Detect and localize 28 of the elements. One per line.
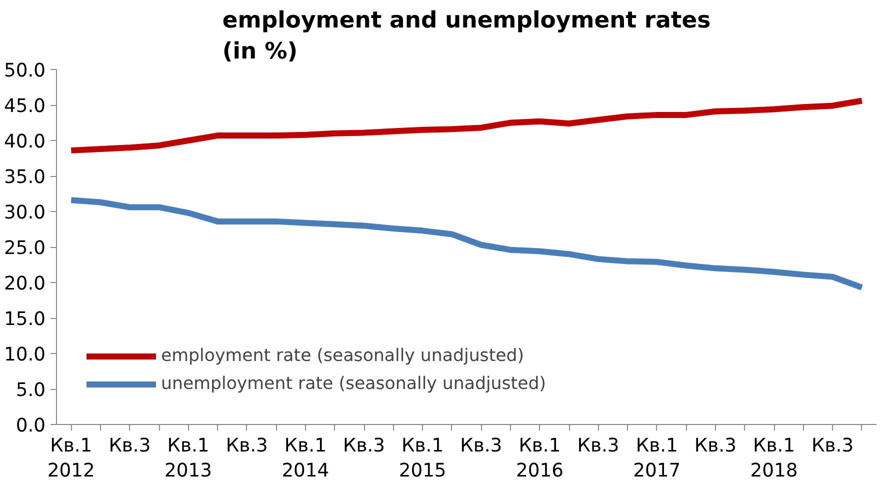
x-tick-label: Кв.3: [226, 436, 268, 456]
y-tick-label: 35.0: [4, 167, 46, 188]
x-tick-label: Кв.1 2016: [516, 436, 564, 482]
y-tick-label: 25.0: [4, 238, 46, 259]
x-tick-label: Кв.3: [342, 436, 386, 456]
x-tick-label: Кв.3: [812, 436, 854, 456]
y-tick-label: 10.0: [4, 344, 46, 366]
y-tick-label: 15.0: [4, 309, 46, 330]
x-tick-label: Кв.1 2012: [47, 436, 95, 482]
x-tick-label: Кв.3: [460, 436, 502, 456]
legend-label: employment rate (seasonally unadjusted): [161, 346, 524, 366]
y-tick-label: 0.0: [16, 416, 46, 436]
x-tick-label: Кв.3: [577, 436, 620, 456]
y-tick-label: 50.0: [4, 60, 46, 82]
chart-title: employment and unemployment rates (in %): [222, 7, 711, 64]
x-tick-label: Кв.1 2013: [164, 436, 212, 482]
x-tick-label: Кв.1 2017: [633, 436, 681, 482]
y-tick-label: 40.0: [4, 132, 46, 152]
y-tick-label: 45.0: [4, 96, 46, 117]
x-tick-label: Кв.1 2015: [398, 436, 446, 482]
y-tick-label: 5.0: [16, 380, 46, 401]
x-tick-label: Кв.1 2018: [750, 436, 798, 482]
x-tick-label: Кв.3: [694, 436, 736, 456]
x-tick-label: Кв.3: [108, 436, 151, 456]
y-tick-label: 20.0: [4, 274, 46, 294]
legend-label: unemployment rate (seasonally unadjusted): [161, 374, 546, 394]
y-tick-label: 30.0: [4, 202, 46, 224]
x-tick-label: Кв.1 2014: [282, 436, 330, 482]
